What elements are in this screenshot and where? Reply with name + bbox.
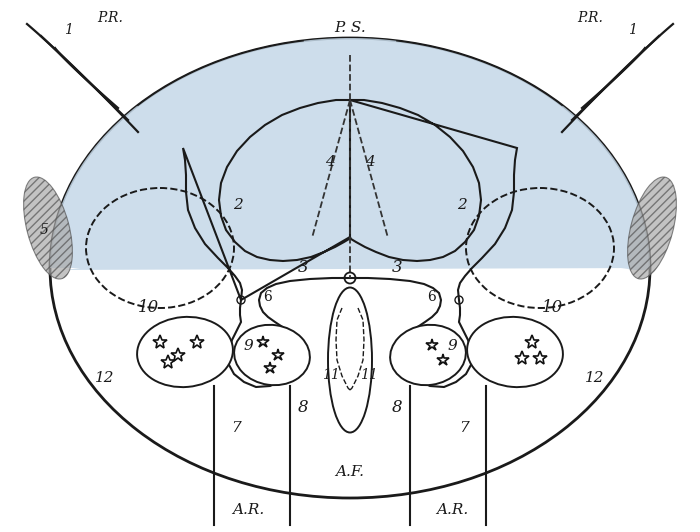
Ellipse shape xyxy=(467,317,563,387)
Text: 1: 1 xyxy=(64,23,72,37)
Text: 4: 4 xyxy=(365,155,375,169)
Ellipse shape xyxy=(234,325,310,385)
Text: 3: 3 xyxy=(392,260,402,277)
Text: 1: 1 xyxy=(628,23,636,37)
Text: 2: 2 xyxy=(457,198,467,212)
Text: 2: 2 xyxy=(233,198,243,212)
Ellipse shape xyxy=(390,325,466,385)
Ellipse shape xyxy=(24,177,72,279)
Text: 8: 8 xyxy=(298,400,308,417)
Ellipse shape xyxy=(50,38,650,498)
Text: 12: 12 xyxy=(95,371,115,385)
Text: 5: 5 xyxy=(40,223,48,237)
Text: 12: 12 xyxy=(585,371,605,385)
Text: 9: 9 xyxy=(447,339,457,353)
Text: 3: 3 xyxy=(298,260,308,277)
Text: 11: 11 xyxy=(360,368,378,382)
Text: 8: 8 xyxy=(392,400,402,417)
Text: A.R.: A.R. xyxy=(232,503,264,517)
Ellipse shape xyxy=(628,177,676,279)
Text: 9: 9 xyxy=(243,339,253,353)
Ellipse shape xyxy=(328,287,372,433)
Text: A.R.: A.R. xyxy=(436,503,468,517)
Text: 10: 10 xyxy=(137,300,159,317)
Text: 7: 7 xyxy=(459,421,469,435)
Text: P. S.: P. S. xyxy=(334,21,366,35)
Text: P.R.: P.R. xyxy=(577,11,603,25)
Text: A.F.: A.F. xyxy=(335,465,365,479)
Text: 6: 6 xyxy=(264,290,272,304)
Text: 11: 11 xyxy=(322,368,340,382)
Text: P.R.: P.R. xyxy=(97,11,123,25)
Text: 7: 7 xyxy=(231,421,241,435)
Ellipse shape xyxy=(137,317,233,387)
Text: 4: 4 xyxy=(325,155,335,169)
Text: 6: 6 xyxy=(428,290,436,304)
Polygon shape xyxy=(50,38,650,270)
Text: 10: 10 xyxy=(541,300,563,317)
